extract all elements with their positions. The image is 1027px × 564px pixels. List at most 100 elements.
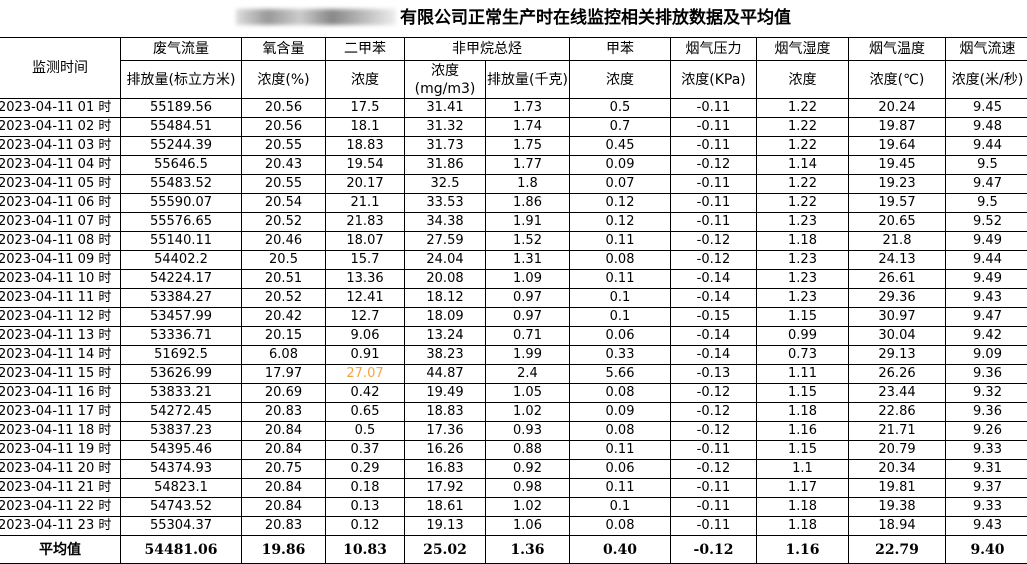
cell-value: 0.97 [486,308,570,327]
cell-time: 2023-04-11 01 时 [0,99,121,118]
cell-value: 5.66 [570,365,671,384]
cell-value: 9.33 [946,498,1027,517]
cell-value: 1.22 [757,194,849,213]
cell-value: 9.43 [946,289,1027,308]
cell-value: 54743.52 [121,498,242,517]
cell-value: 23.44 [849,384,946,403]
cell-value: 2.4 [486,365,570,384]
cell-value: 24.13 [849,251,946,270]
cell-value: -0.11 [671,99,757,118]
cell-value: -0.12 [671,460,757,479]
cell-value: 0.08 [570,384,671,403]
cell-value: -0.11 [671,213,757,232]
cell-time: 2023-04-11 04 时 [0,156,121,175]
cell-time: 2023-04-11 02 时 [0,118,121,137]
average-value: 9.40 [946,536,1027,564]
cell-value: 20.84 [242,479,326,498]
cell-value: 9.45 [946,99,1027,118]
cell-value: 1.06 [486,517,570,536]
cell-value: 20.52 [242,213,326,232]
cell-value: 1.22 [757,175,849,194]
cell-value: 15.7 [326,251,405,270]
cell-value: 20.55 [242,175,326,194]
average-value: -0.12 [671,536,757,564]
cell-value: 0.42 [326,384,405,403]
cell-value: 30.04 [849,327,946,346]
cell-value: 1.09 [486,270,570,289]
cell-value: 0.1 [570,308,671,327]
header-sub: 浓度 [570,61,671,99]
cell-value: 1.73 [486,99,570,118]
cell-time: 2023-04-11 06 时 [0,194,121,213]
cell-value: 20.15 [242,327,326,346]
cell-value: 0.18 [326,479,405,498]
cell-time: 2023-04-11 10 时 [0,270,121,289]
cell-value: 17.92 [405,479,486,498]
average-label: 平均值 [0,536,121,564]
cell-value: -0.13 [671,365,757,384]
header-sub: 浓度 [326,61,405,99]
cell-time: 2023-04-11 08 时 [0,232,121,251]
cell-time: 2023-04-11 22 时 [0,498,121,517]
cell-value: 1.18 [757,403,849,422]
cell-value: 1.77 [486,156,570,175]
cell-value: -0.11 [671,479,757,498]
cell-time: 2023-04-11 13 时 [0,327,121,346]
cell-value: 13.36 [326,270,405,289]
cell-value: 9.47 [946,308,1027,327]
cell-value: 1.02 [486,498,570,517]
cell-value: 1.02 [486,403,570,422]
cell-value: 1.23 [757,213,849,232]
header-group: 烟气湿度 [757,38,849,61]
cell-value: 9.49 [946,232,1027,251]
cell-value: 29.13 [849,346,946,365]
cell-value: -0.14 [671,346,757,365]
cell-value: 51692.5 [121,346,242,365]
page-title: 有限公司正常生产时在线监控相关排放数据及平均值 [0,6,1027,30]
cell-value: 0.98 [486,479,570,498]
cell-value: 9.52 [946,213,1027,232]
cell-value: 27.07 [326,365,405,384]
cell-value: 0.1 [570,289,671,308]
header-sub: 浓度(%) [242,61,326,99]
cell-time: 2023-04-11 05 时 [0,175,121,194]
cell-value: 19.38 [849,498,946,517]
cell-value: 1.75 [486,137,570,156]
cell-value: -0.12 [671,156,757,175]
cell-value: 20.56 [242,118,326,137]
cell-value: 20.54 [242,194,326,213]
cell-value: 9.5 [946,156,1027,175]
cell-value: -0.11 [671,137,757,156]
cell-value: 0.11 [570,479,671,498]
cell-value: 20.83 [242,403,326,422]
cell-value: 24.04 [405,251,486,270]
cell-value: 1.74 [486,118,570,137]
cell-value: 16.26 [405,441,486,460]
average-value: 1.16 [757,536,849,564]
cell-value: 0.99 [757,327,849,346]
cell-value: 6.08 [242,346,326,365]
average-value: 19.86 [242,536,326,564]
cell-value: 20.5 [242,251,326,270]
cell-value: 34.38 [405,213,486,232]
cell-time: 2023-04-11 19 时 [0,441,121,460]
cell-value: 54224.17 [121,270,242,289]
cell-value: -0.11 [671,175,757,194]
cell-value: 55189.56 [121,99,242,118]
cell-time: 2023-04-11 21 时 [0,479,121,498]
cell-time: 2023-04-11 16 时 [0,384,121,403]
cell-value: 1.15 [757,441,849,460]
cell-value: 0.08 [570,517,671,536]
cell-value: 44.87 [405,365,486,384]
cell-value: 9.42 [946,327,1027,346]
cell-value: 18.94 [849,517,946,536]
